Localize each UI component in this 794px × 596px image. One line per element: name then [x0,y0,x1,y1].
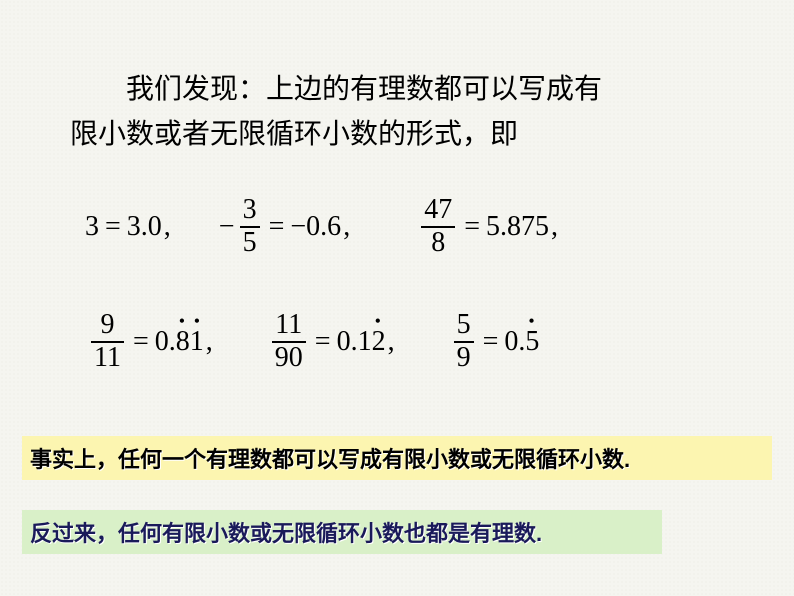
eq2-sign: − [219,211,235,243]
eq5-equals: = [315,326,331,358]
eq6-equals: = [483,326,499,358]
eq5-fraction: 11 90 [272,310,306,374]
equation-3: 47 8 = 5.875 , [418,195,562,259]
eq2-den: 5 [240,228,260,259]
eq1-rhs: 3.0 [127,211,162,243]
equation-1: 3 = 3.0 , [85,211,175,243]
eq4-fraction: 9 11 [91,310,124,374]
eq3-den: 8 [428,228,448,259]
eq3-rhs: 5.875 [486,211,549,243]
eq6-num: 5 [454,310,474,341]
highlight-note-2: 反过来，任何有限小数或无限循环小数也都是有理数. [22,510,662,554]
eq3-comma: , [551,211,558,243]
eq5-repeating: •2 [372,326,386,358]
eq2-num: 3 [240,195,260,226]
eq6-fraction: 5 9 [454,310,474,374]
eq1-equals: = [105,211,121,243]
eq2-fraction: 3 5 [240,195,260,259]
eq5-rhs-pre: 0.1 [337,326,372,358]
eq2-equals: = [269,211,285,243]
note1-text: 事实上，任何一个有理数都可以写成有限小数或无限循环小数. [30,447,630,472]
eq6-repeating: •5 [525,326,539,358]
highlight-note-1: 事实上，任何一个有理数都可以写成有限小数或无限循环小数. [22,436,772,480]
equation-6: 5 9 = 0.•5 [451,310,540,374]
eq2-comma: , [343,211,350,243]
eq5-comma: , [388,326,395,358]
eq5-den: 90 [272,343,306,374]
eq4-rhs-pre: 0. [155,326,176,358]
intro-line1: 我们发现：上边的有理数都可以写成有 [126,74,602,105]
eq4-equals: = [133,326,149,358]
eq2-rhs: −0.6 [290,211,341,243]
equation-4: 9 11 = 0.••81 , [88,310,217,374]
eq5-num: 11 [272,310,305,341]
eq3-fraction: 47 8 [421,195,455,259]
eq1-lhs: 3 [85,211,99,243]
eq3-num: 47 [421,195,455,226]
note2-text: 反过来，任何有限小数或无限循环小数也都是有理数. [30,521,542,546]
eq4-repeating: ••81 [176,326,204,358]
eq3-equals: = [464,211,480,243]
eq4-den: 11 [91,343,124,374]
eq4-num: 9 [97,310,117,341]
equation-row-2: 9 11 = 0.••81 , 11 90 = 0.1•2 , 5 9 = 0.… [88,310,539,374]
intro-paragraph: 我们发现：上边的有理数都可以写成有 限小数或者无限循环小数的形式，即 [70,68,690,158]
eq1-comma: , [164,211,171,243]
equation-2: − 3 5 = −0.6 , [219,195,354,259]
intro-line2: 限小数或者无限循环小数的形式，即 [70,119,518,150]
equation-5: 11 90 = 0.1•2 , [269,310,399,374]
eq4-comma: , [206,326,213,358]
eq6-rhs-pre: 0. [504,326,525,358]
equation-row-1: 3 = 3.0 , − 3 5 = −0.6 , 47 8 = 5.875 , [85,195,562,259]
eq6-den: 9 [454,343,474,374]
